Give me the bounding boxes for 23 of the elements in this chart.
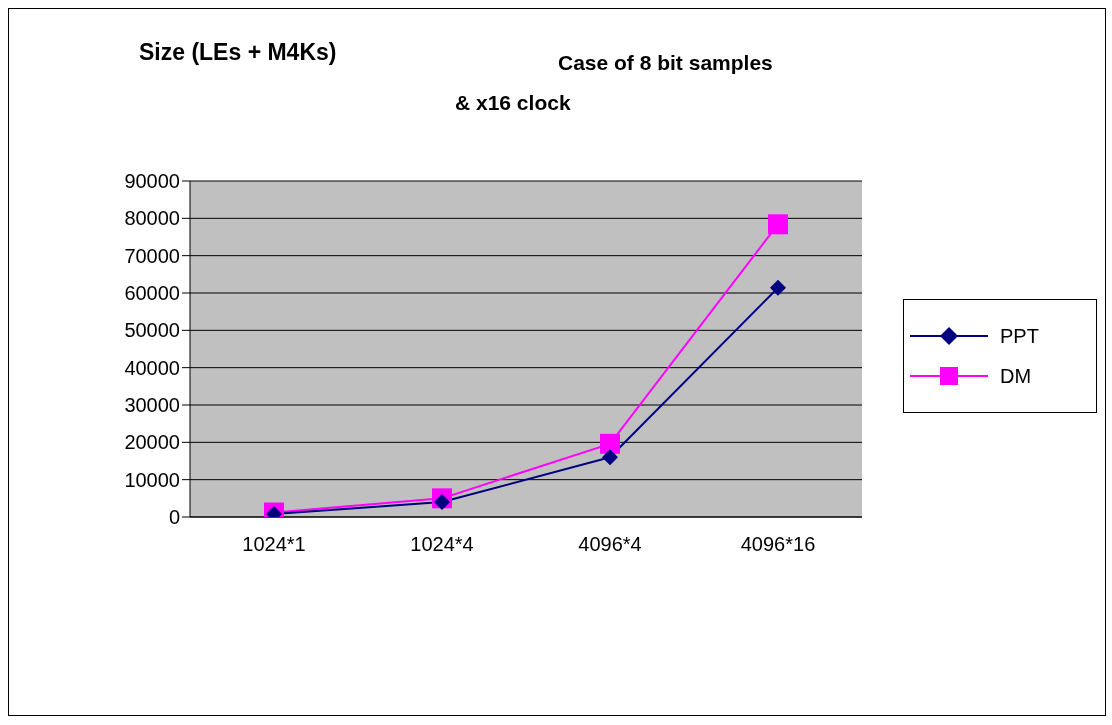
point xyxy=(770,279,786,296)
point xyxy=(600,433,620,454)
y-tick-label: 50000 xyxy=(124,319,180,342)
x-tick-label: 1024*4 xyxy=(410,533,474,556)
x-tick-label: 4096*16 xyxy=(740,533,816,556)
y-tick-label: 0 xyxy=(168,506,180,529)
y-tick-label: 90000 xyxy=(124,170,180,193)
x-tick-label: 1024*1 xyxy=(242,533,306,556)
y-tick-label: 20000 xyxy=(124,431,180,454)
y-tick-label: 10000 xyxy=(124,468,180,491)
y-tick-label: 40000 xyxy=(124,356,180,379)
chart-subtitle: Case of 8 bit samples & x16 clock xyxy=(455,50,774,116)
legend-label: PPT xyxy=(1000,324,1039,348)
chart-title: Size (LEs + M4Ks) xyxy=(139,39,337,66)
y-tick-label: 70000 xyxy=(124,244,180,267)
y-tick-label: 30000 xyxy=(124,394,180,417)
y-tick-label: 60000 xyxy=(124,282,180,305)
x-tick-label: 4096*4 xyxy=(578,533,642,556)
point xyxy=(434,494,450,511)
point xyxy=(602,449,618,466)
legend-label: DM xyxy=(1000,364,1032,388)
y-tick-label: 80000 xyxy=(124,207,180,230)
point xyxy=(768,214,788,235)
